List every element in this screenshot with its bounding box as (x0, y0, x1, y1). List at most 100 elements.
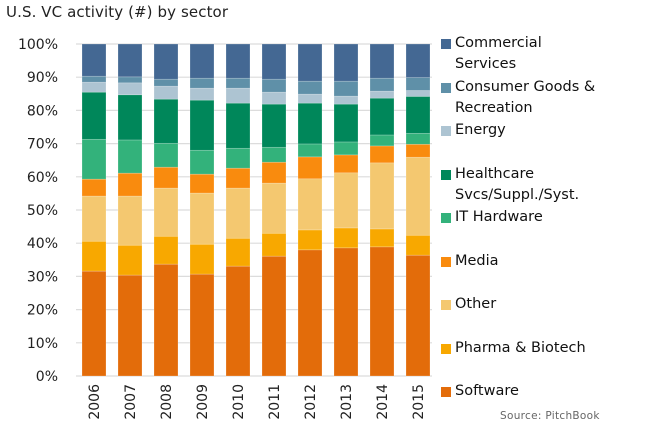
bar-segment (405, 96, 431, 134)
legend-label: Software (455, 383, 519, 399)
legend-item: Software (441, 383, 519, 402)
bar-segment (405, 90, 431, 97)
bar-segment (405, 254, 431, 377)
bar-segment (405, 234, 431, 256)
bar-segment (261, 103, 287, 148)
bar-segment (297, 93, 323, 104)
bar-segment (405, 143, 431, 158)
bar-segment (81, 91, 107, 140)
bar-segment (189, 99, 215, 151)
bar-segment (153, 142, 179, 168)
bar-segment (405, 77, 431, 91)
x-tick-label: 2013 (339, 384, 355, 420)
bar-stack-2006 (81, 43, 107, 377)
bar-segment (297, 43, 323, 82)
legend-item: Other (441, 296, 496, 315)
bar-stack-2007 (117, 43, 143, 377)
x-tick-label: 2010 (231, 384, 247, 420)
legend-item: Commercial Services (441, 35, 542, 75)
legend-swatch (441, 170, 451, 180)
bar-segment (189, 192, 215, 245)
bar-segment (405, 156, 431, 236)
bar-segment (153, 235, 179, 265)
x-tick-label: 2008 (159, 384, 175, 420)
bar-segment (261, 232, 287, 257)
bar-segment (153, 187, 179, 237)
bar-segment (297, 80, 323, 95)
legend-item: Pharma & Biotech (441, 340, 586, 359)
bar-segment (261, 146, 287, 163)
bar-segment (189, 273, 215, 377)
x-tick-label: 2007 (123, 384, 139, 420)
y-tick-label: 30% (27, 269, 58, 285)
legend-label: IT Hardware (455, 209, 543, 225)
bars (81, 43, 431, 377)
bar-segment (117, 94, 143, 141)
x-tick-label: 2015 (411, 384, 427, 420)
legend-label: Commercial Services (455, 35, 542, 72)
x-tick-label: 2011 (267, 384, 283, 420)
bar-segment (117, 274, 143, 377)
legend-item: IT Hardware (441, 209, 543, 228)
bar-segment (369, 43, 395, 79)
x-tick-label: 2014 (375, 384, 391, 420)
bar-segment (369, 145, 395, 164)
legend-swatch (441, 39, 451, 49)
bar-segment (261, 91, 287, 105)
bar-segment (153, 98, 179, 144)
bar-segment (81, 138, 107, 180)
legend-swatch (441, 387, 451, 397)
bar-segment (297, 102, 323, 145)
bar-segment (333, 227, 359, 249)
bar-segment (333, 141, 359, 156)
chart-title: U.S. VC activity (#) by sector (6, 3, 229, 21)
bar-segment (81, 43, 107, 77)
legend-swatch (441, 213, 451, 223)
bar-segment (225, 147, 251, 169)
bar-segment (189, 87, 215, 101)
y-tick-label: 80% (27, 103, 58, 119)
bar-segment (297, 249, 323, 377)
bar-stack-2012 (297, 43, 323, 377)
bar-segment (225, 77, 251, 89)
bar-segment (81, 240, 107, 272)
bar-segment (117, 82, 143, 96)
bar-segment (297, 143, 323, 158)
bar-segment (117, 244, 143, 276)
y-tick-label: 0% (36, 369, 58, 385)
x-tick-label: 2006 (87, 384, 103, 420)
bar-segment (189, 43, 215, 79)
y-tick-label: 20% (27, 303, 58, 319)
bar-segment (153, 263, 179, 377)
bar-segment (189, 173, 215, 194)
bar-segment (333, 80, 359, 97)
bar-segment (333, 95, 359, 105)
bar-segment (189, 149, 215, 175)
source-note: Source: PitchBook (500, 410, 600, 422)
legend-swatch (441, 126, 451, 136)
bar-segment (369, 97, 395, 136)
bar-segment (81, 81, 107, 93)
legend-label: Energy (455, 122, 506, 138)
legend-label: Consumer Goods & Recreation (455, 79, 596, 116)
y-tick-label: 90% (27, 70, 58, 86)
y-tick-label: 50% (27, 203, 58, 219)
bar-segment (117, 139, 143, 174)
bar-stack-2013 (333, 43, 359, 377)
legend-item: Media (441, 253, 499, 272)
legend-swatch (441, 344, 451, 354)
bar-segment (189, 243, 215, 275)
legend-item: Energy (441, 122, 506, 141)
x-tick-label: 2012 (303, 384, 319, 420)
bar-stack-2008 (153, 43, 179, 377)
bar-segment (333, 154, 359, 174)
y-tick-label: 40% (27, 236, 58, 252)
bar-segment (261, 43, 287, 80)
bar-segment (225, 167, 251, 189)
bar-segment (153, 166, 179, 189)
bar-segment (117, 172, 143, 197)
y-tick-label: 100% (18, 37, 58, 53)
bar-segment (225, 87, 251, 104)
bar-segment (369, 246, 395, 377)
